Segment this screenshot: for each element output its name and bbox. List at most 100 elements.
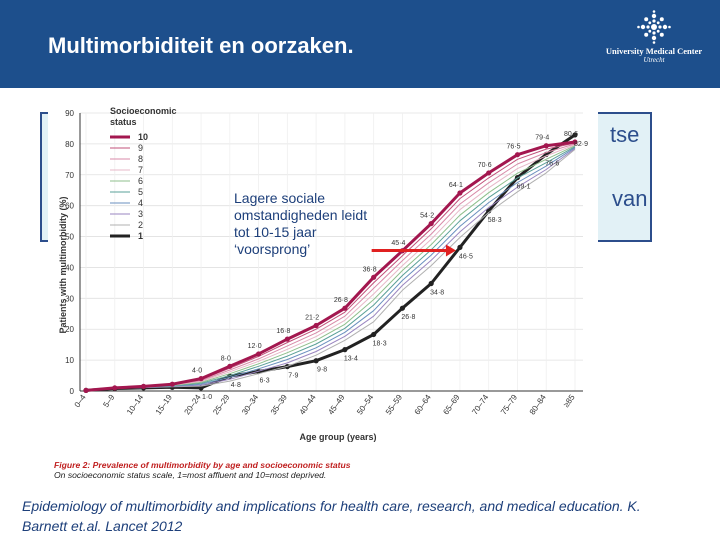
header-bar: Multimorbiditeit en oorzaken. University… <box>0 0 720 88</box>
x-tick-labels: 0–4 5–9 10–14 15–19 20–24 25–29 30–34 35–39 40–4… <box>73 393 577 417</box>
legend-label-8: 8 <box>138 154 143 164</box>
data-label: 80·6 <box>564 131 578 138</box>
x-tick-label: 75–79 <box>499 393 519 417</box>
y-tick-label: 80 <box>65 140 74 149</box>
data-label: 6·3 <box>260 378 270 385</box>
data-label: 4·8 <box>231 382 241 389</box>
data-label: 76·5 <box>506 144 520 151</box>
legend-title-line: Socioeconomic <box>110 106 177 116</box>
legend-label-9: 9 <box>138 143 143 153</box>
legend-label-10: 10 <box>138 132 148 142</box>
data-label: 54·2 <box>420 213 434 220</box>
data-label: 13·4 <box>344 356 358 363</box>
y-tick-labels: 0 10 20 30 40 50 60 70 80 90 <box>65 109 74 396</box>
x-tick-label: 45–49 <box>326 393 346 417</box>
axes <box>79 113 583 392</box>
x-tick-label: 40–44 <box>298 393 318 417</box>
legend-label-1: 1 <box>138 231 143 241</box>
university-logo: University Medical Center Utrecht <box>592 10 716 70</box>
data-point-10 <box>486 170 492 176</box>
data-label: 36·8 <box>363 266 377 273</box>
data-point-10 <box>428 220 434 227</box>
data-point-10 <box>313 322 319 329</box>
x-tick-label: 15–19 <box>154 393 174 417</box>
legend-label-3: 3 <box>138 209 143 219</box>
data-point-10 <box>371 274 377 280</box>
caption-description: On socioeconomic status scale, 1=most af… <box>54 470 327 480</box>
data-point-1 <box>572 132 578 138</box>
data-point-1 <box>486 208 492 214</box>
data-point-10 <box>198 376 204 382</box>
data-label: 79·4 <box>535 135 549 142</box>
legend-label-7: 7 <box>138 165 143 175</box>
data-point-10 <box>255 351 262 357</box>
data-point-10 <box>227 363 233 369</box>
data-point-10 <box>83 387 89 393</box>
arrow-head <box>445 244 456 257</box>
data-label: 76·6 <box>545 160 559 167</box>
data-point-10 <box>514 152 521 158</box>
series-line-9 <box>85 142 576 391</box>
y-tick-label: 20 <box>65 325 74 334</box>
data-point-1 <box>399 305 406 311</box>
data-label: 45·4 <box>391 240 405 247</box>
data-point-10 <box>342 305 348 311</box>
data-label: 82·9 <box>574 141 588 148</box>
slide-title: Multimorbiditeit en oorzaken. <box>48 33 354 58</box>
legend-title-line: status <box>110 117 137 127</box>
legend-label-5: 5 <box>138 187 143 197</box>
data-label: 46·5 <box>459 253 473 260</box>
data-label: 70·6 <box>478 162 492 169</box>
data-label: 26·8 <box>401 314 415 321</box>
data-point-10 <box>112 385 118 391</box>
x-tick-label: 50–54 <box>355 393 375 417</box>
y-tick-label: 30 <box>65 294 74 303</box>
x-tick-label: 70–74 <box>470 393 490 417</box>
y-tick-label: 60 <box>65 202 74 211</box>
x-tick-label: 5–9 <box>101 393 116 410</box>
background-text-fragment: van <box>612 186 648 211</box>
data-point-10 <box>284 336 290 342</box>
data-label: 58·3 <box>488 217 502 224</box>
y-tick-label: 40 <box>65 263 74 272</box>
x-tick-label: 55–59 <box>384 393 404 417</box>
x-tick-label: 35–39 <box>269 393 289 417</box>
data-label: 16·8 <box>276 328 290 335</box>
background-text-fragment: tse <box>610 122 640 147</box>
data-label: 9·8 <box>317 367 327 374</box>
data-point-1 <box>313 358 319 364</box>
y-tick-label: 10 <box>65 356 74 365</box>
gridlines <box>80 112 583 391</box>
logo-name: University Medical Center <box>605 46 703 56</box>
y-axis-label: Patients with multimorbidity (%) <box>58 196 68 333</box>
data-label: 7·9 <box>288 373 298 380</box>
data-point-1 <box>342 347 348 353</box>
x-tick-label: ≥85 <box>562 393 577 409</box>
sun-logo-icon <box>637 10 671 44</box>
data-point-1 <box>371 331 377 338</box>
data-labels: 4·0 8·0 12·0 16·8 21·2 26·8 36·8 45·4 54·2 64·1 70… <box>192 131 588 401</box>
multimorbidity-chart: 0 10 20 30 40 50 60 70 80 90 0–4 5–9 10–14 15–19 20–2… <box>58 106 588 442</box>
data-point-10 <box>572 139 578 145</box>
x-tick-label: 80–84 <box>528 393 548 417</box>
data-point-10 <box>140 383 147 389</box>
caption-title: Figure 2: Prevalence of multimorbidity b… <box>54 460 351 470</box>
x-tick-label: 0–4 <box>73 393 88 410</box>
data-label: 69·1 <box>516 184 530 191</box>
x-tick-label: 60–64 <box>413 393 433 417</box>
x-tick-label: 10–14 <box>125 393 145 417</box>
data-label: 21·2 <box>305 315 319 322</box>
x-axis-label: Age group (years) <box>299 432 376 442</box>
x-tick-label: 25–29 <box>211 393 231 417</box>
data-point-10 <box>543 143 549 149</box>
logo-city: Utrecht <box>643 56 665 64</box>
legend-label-4: 4 <box>138 198 143 208</box>
legend-label-2: 2 <box>138 220 143 230</box>
series-line-1 <box>85 133 576 392</box>
series-line-10 <box>85 140 576 392</box>
x-tick-label: 30–34 <box>240 393 260 417</box>
gap-arrow <box>371 244 456 257</box>
y-tick-label: 70 <box>65 171 74 180</box>
data-label: 64·1 <box>449 182 463 189</box>
y-tick-label: 50 <box>65 233 74 242</box>
